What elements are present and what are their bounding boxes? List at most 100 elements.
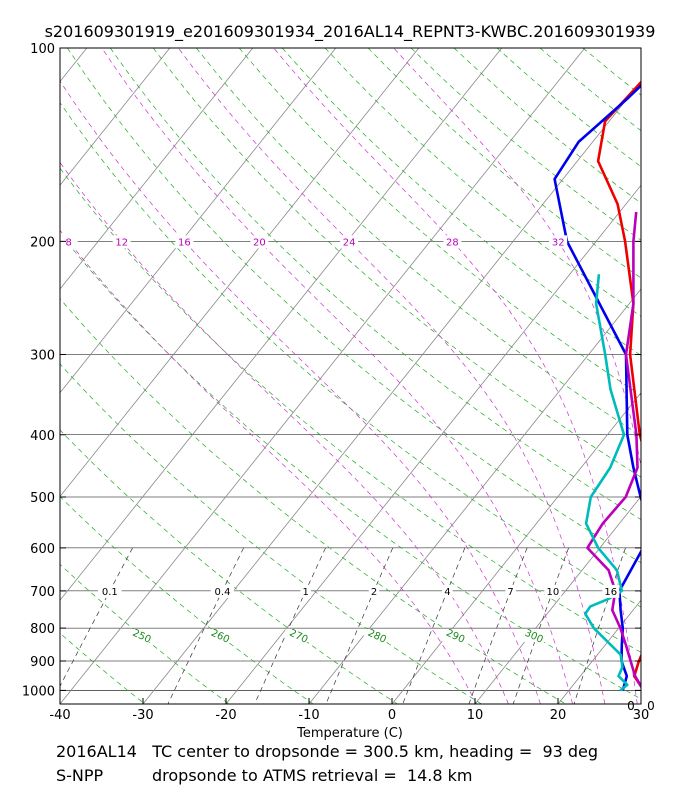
moist-adiabat xyxy=(60,229,477,704)
x-tick-label: -20 xyxy=(215,708,236,723)
dry-adiabat xyxy=(496,48,641,168)
mixing-ratio-label-bg xyxy=(98,584,122,598)
corner-label: 0 xyxy=(627,699,635,713)
moist-adiabat xyxy=(393,48,641,468)
moist-adiabat-label-bg xyxy=(112,235,131,249)
isotherm xyxy=(60,48,254,290)
moist-adiabat-label-bg xyxy=(59,235,78,249)
retrieval-temperature-line xyxy=(586,211,641,689)
x-tick-label: 30 xyxy=(633,708,650,723)
dry-adiabat xyxy=(60,298,566,704)
moist-adiabat-label-bg xyxy=(340,235,359,249)
mixing-ratio-label: 2 xyxy=(371,587,377,598)
isotherm xyxy=(0,48,4,704)
y-tick-label: 400 xyxy=(30,429,55,444)
dry-adiabat-label-bg xyxy=(520,629,545,643)
dry-adiabat xyxy=(324,48,641,317)
x-tick-label: -30 xyxy=(132,708,153,723)
dry-adiabat xyxy=(67,48,641,564)
dry-adiabat xyxy=(60,702,61,704)
y-tick-label: 100 xyxy=(30,42,55,57)
dry-adiabat xyxy=(238,48,641,396)
x-tick-label: 10 xyxy=(467,708,484,723)
caption-tc-distance: 2016AL14 TC center to dropsonde = 300.5 … xyxy=(56,742,599,761)
dry-adiabat xyxy=(60,632,146,704)
isotherm xyxy=(60,48,171,186)
mixing-ratio-line xyxy=(512,547,569,704)
moist-adiabat xyxy=(178,48,606,704)
isotherm xyxy=(60,48,337,394)
isotherm xyxy=(308,288,641,704)
mixing-ratio-label: 1 xyxy=(303,587,309,598)
mixing-ratio-label-bg xyxy=(505,584,516,598)
mixing-ratio-label: 10 xyxy=(547,587,560,598)
mixing-ratio-label: 4 xyxy=(444,587,450,598)
moist-adiabat-label: 24 xyxy=(343,237,356,248)
moist-adiabat-label: 12 xyxy=(115,237,128,248)
moist-adiabat-label-bg xyxy=(175,235,194,249)
isotherm xyxy=(60,48,503,601)
mixing-ratio-label: 0.1 xyxy=(102,587,118,598)
dry-adiabat-label-bg xyxy=(442,629,467,643)
isotherm xyxy=(60,48,586,704)
dry-adiabat xyxy=(110,48,641,520)
isotherm xyxy=(60,48,420,498)
dry-adiabat xyxy=(410,48,641,241)
y-tick-label: 700 xyxy=(30,585,55,600)
mixing-ratio-label: 0.4 xyxy=(215,587,231,598)
x-tick-label: -40 xyxy=(49,708,70,723)
dry-adiabat xyxy=(281,48,641,356)
dry-adiabat xyxy=(60,102,641,608)
y-tick-label: 200 xyxy=(30,235,55,250)
moist-adiabat-label: 20 xyxy=(253,237,266,248)
moist-adiabat-label: 16 xyxy=(178,237,191,248)
moist-adiabat xyxy=(60,80,541,704)
dry-adiabat xyxy=(60,429,398,704)
isotherm xyxy=(474,495,641,704)
moist-adiabat-label: 8 xyxy=(66,237,72,248)
y-tick-label: 1000 xyxy=(22,684,55,699)
dry-adiabat-label-bg xyxy=(285,629,310,643)
dry-adiabat xyxy=(60,167,641,653)
moist-adiabat-label-bg xyxy=(250,235,269,249)
moist-adiabat-label: 28 xyxy=(446,237,459,248)
mixing-ratio-line xyxy=(167,547,244,704)
caption-satellite: S-NPP xyxy=(56,766,104,785)
dry-adiabat xyxy=(60,232,641,700)
y-tick-label: 800 xyxy=(30,622,55,637)
mixing-ratio-label: 16 xyxy=(604,587,617,598)
mixing-ratio-label: 7 xyxy=(507,587,513,598)
isotherm xyxy=(225,184,641,704)
mixing-ratio-line xyxy=(60,547,133,687)
plot-frame xyxy=(59,47,642,705)
x-axis-label: Temperature (C) xyxy=(296,726,403,740)
mixing-ratio-line xyxy=(468,547,528,704)
y-tick-label: 900 xyxy=(30,655,55,670)
skewt-chart: s201609301919_e201609301934_2016AL14_REP… xyxy=(0,22,656,740)
mixing-ratio-line xyxy=(325,547,394,704)
dewpoint-profile-line xyxy=(553,83,641,691)
moist-adiabat-label-bg xyxy=(549,235,568,249)
retrieval-dewpoint-line xyxy=(583,274,629,692)
dry-adiabat xyxy=(60,363,482,704)
dry-adiabat xyxy=(196,48,641,437)
y-tick-label: 500 xyxy=(30,491,55,506)
x-tick-label: 0 xyxy=(388,708,396,723)
chart-title: s201609301919_e201609301934_2016AL14_REP… xyxy=(45,22,656,42)
caption-retrieval-distance: dropsonde to ATMS retrieval = 14.8 km xyxy=(152,766,473,785)
mixing-ratio-line xyxy=(573,547,626,704)
dry-adiabat xyxy=(367,48,641,279)
isotherm xyxy=(142,80,641,704)
x-tick-label: 20 xyxy=(550,708,567,723)
mixing-ratio-line xyxy=(402,547,466,704)
mixing-ratio-line xyxy=(254,547,326,704)
dry-adiabat-label-bg xyxy=(363,629,388,643)
corner-label: 0 xyxy=(647,699,655,713)
moist-adiabat xyxy=(101,48,573,704)
dry-adiabat-label-bg xyxy=(206,629,231,643)
mixing-ratio-label-bg xyxy=(544,584,562,598)
y-tick-label: 300 xyxy=(30,349,55,364)
isotherm xyxy=(391,392,641,704)
temperature-profile-line xyxy=(596,80,641,689)
moist-adiabat-label-bg xyxy=(443,235,462,249)
